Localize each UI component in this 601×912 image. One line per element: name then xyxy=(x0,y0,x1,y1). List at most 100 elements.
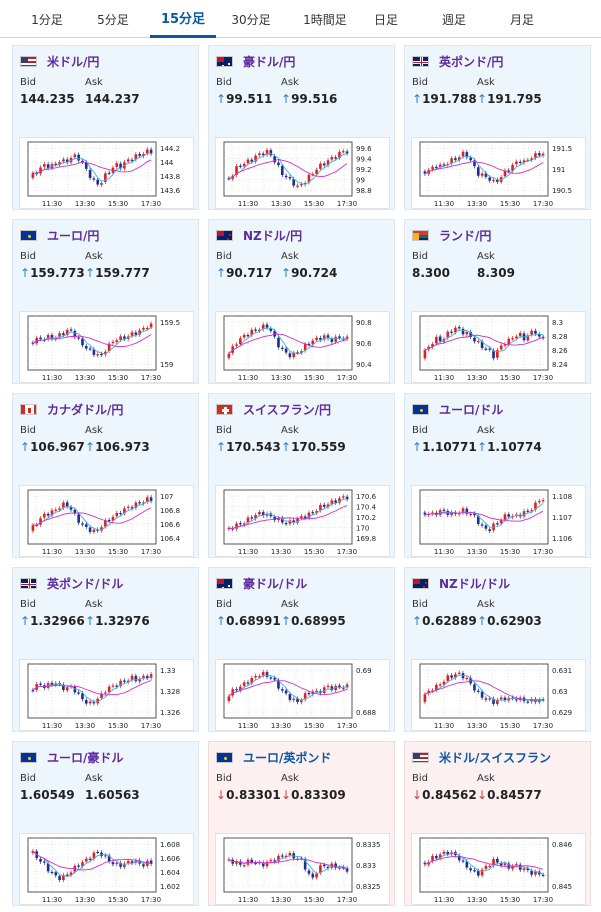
y-tick-label: 159 xyxy=(160,361,173,369)
pair-name[interactable]: ユーロ/英ポンド xyxy=(243,750,332,765)
pair-name[interactable]: ユーロ/円 xyxy=(47,228,100,243)
candlestick-chart[interactable]: 99.6 99.4 99.2 99 98.8 11:30 13:30 15:30 17:30 xyxy=(215,137,390,209)
pair-header[interactable]: ユーロ/ドル xyxy=(412,401,503,417)
x-tick-label: 11:30 xyxy=(238,722,258,730)
rate-card[interactable]: スイスフラン/円 Bid Ask ↑170.543 ↑170.559 170.6… xyxy=(208,393,395,558)
candle-body xyxy=(315,873,318,878)
candlestick-chart[interactable]: 144.2 144 143.8 143.6 11:30 13:30 15:30 17:30 xyxy=(19,137,194,209)
pair-header[interactable]: 豪ドル/円 xyxy=(216,53,295,69)
rate-card[interactable]: 英ポンド/ドル Bid Ask ↑1.32966 ↑1.32976 1.33 1.… xyxy=(12,567,199,732)
tab-daily[interactable]: 日足 xyxy=(373,12,398,27)
pair-name[interactable]: ユーロ/豪ドル xyxy=(47,750,124,765)
candlestick-chart[interactable]: 191.5 191 190.5 11:30 13:30 15:30 17:30 xyxy=(411,137,586,209)
candlestick-chart[interactable]: 90.8 90.6 90.4 11:30 13:30 15:30 17:30 xyxy=(215,311,390,383)
pair-header[interactable]: スイスフラン/円 xyxy=(216,401,331,417)
pair-name[interactable]: 英ポンド/ドル xyxy=(47,576,124,591)
tab-15min[interactable]: 15分足 xyxy=(150,0,216,38)
candlestick-chart[interactable]: 1.108 1.107 1.106 11:30 13:30 15:30 17:30 xyxy=(411,485,586,557)
candlestick-chart[interactable]: 0.69 0.688 11:30 13:30 15:30 17:30 xyxy=(215,659,390,731)
candlestick-chart[interactable]: 8.3 8.28 8.26 8.24 11:30 13:30 15:30 17:30 xyxy=(411,311,586,383)
pair-header[interactable]: ユーロ/豪ドル xyxy=(20,749,123,765)
candle-body xyxy=(488,865,492,868)
rate-card[interactable]: 英ポンド/円 Bid Ask ↑191.788 ↑191.795 191.5 19… xyxy=(404,45,591,210)
rate-card[interactable]: ランド/円 Bid Ask 8.300 8.309 8.3 8.28 8.26 8.2… xyxy=(404,219,591,384)
x-tick-label: 15:30 xyxy=(108,374,128,382)
candle-body xyxy=(254,515,257,519)
candle-body xyxy=(446,852,450,855)
tab-1hour[interactable]: 1時間足 xyxy=(303,12,347,27)
pair-name[interactable]: スイスフラン/円 xyxy=(243,402,332,417)
candle-body xyxy=(476,167,480,176)
rate-card[interactable]: ユーロ/ドル Bid Ask ↑1.10771 ↑1.10774 1.108 1.… xyxy=(404,393,591,558)
pair-header[interactable]: 米ドル/スイスフラン xyxy=(412,749,551,765)
rate-card[interactable]: ユーロ/豪ドル Bid Ask 1.60549 1.60563 1.608 1.6… xyxy=(12,741,199,906)
pair-name[interactable]: 米ドル/スイスフラン xyxy=(439,750,552,765)
pair-name[interactable]: NZドル/円 xyxy=(243,228,303,243)
pair-header[interactable]: カナダドル/円 xyxy=(20,401,123,417)
x-tick-label: 15:30 xyxy=(108,548,128,556)
candle-body xyxy=(541,874,545,877)
rate-card[interactable]: 豪ドル/ドル Bid Ask ↑0.68991 ↑0.68995 0.69 0.6… xyxy=(208,567,395,732)
pair-name[interactable]: ユーロ/ドル xyxy=(439,402,504,417)
candle-body xyxy=(488,348,492,350)
rate-card[interactable]: カナダドル/円 Bid Ask ↑106.967 ↑106.973 107 106… xyxy=(12,393,199,558)
rate-card[interactable]: ユーロ/英ポンド Bid Ask ↓0.83301 ↓0.83309 0.833… xyxy=(208,741,395,906)
ma-short-line xyxy=(32,500,152,531)
candle-body xyxy=(273,677,276,680)
pair-header[interactable]: 豪ドル/ドル xyxy=(216,575,307,591)
pair-header[interactable]: 英ポンド/円 xyxy=(412,53,503,69)
candle-body xyxy=(235,689,238,691)
x-tick-label: 17:30 xyxy=(141,548,161,556)
pair-name[interactable]: 英ポンド/円 xyxy=(439,54,504,69)
pair-name[interactable]: 豪ドル/ドル xyxy=(243,576,308,591)
rate-card[interactable]: NZドル/ドル Bid Ask ↑0.62889 ↑0.62903 0.631 0… xyxy=(404,567,591,732)
candlestick-chart[interactable]: 107 106.8 106.6 106.4 11:30 13:30 15:30 17:30 xyxy=(19,485,194,557)
pair-header[interactable]: ランド/円 xyxy=(412,227,491,243)
rate-card[interactable]: 米ドル/円 Bid Ask 144.235 144.237 144.2 144 14… xyxy=(12,45,199,210)
candle-body xyxy=(492,179,495,182)
pair-name[interactable]: NZドル/ドル xyxy=(439,576,511,591)
candle-body xyxy=(431,166,434,170)
candle-body xyxy=(84,346,88,349)
bid-label: Bid xyxy=(20,425,36,436)
bid-label: Bid xyxy=(20,251,36,262)
tab-weekly[interactable]: 週足 xyxy=(441,12,466,27)
bid-number: 159.773 xyxy=(30,266,85,280)
rate-card[interactable]: 豪ドル/円 Bid Ask ↑99.511 ↑99.516 99.6 99.4 99… xyxy=(208,45,395,210)
candlestick-chart[interactable]: 0.631 0.63 0.629 11:30 13:30 15:30 17:30 xyxy=(411,659,586,731)
candlestick-chart[interactable]: 0.846 0.845 11:30 13:30 15:30 17:30 xyxy=(411,833,586,905)
candle-body xyxy=(50,510,54,516)
candle-body xyxy=(457,672,461,674)
tab-monthly[interactable]: 月足 xyxy=(509,12,534,27)
pair-name[interactable]: ランド/円 xyxy=(439,228,492,243)
candle-body xyxy=(269,859,273,862)
candle-body xyxy=(499,520,503,524)
candlestick-chart[interactable]: 159.5 159 11:30 13:30 15:30 17:30 xyxy=(19,311,194,383)
candlestick-chart[interactable]: 170.6 170.4 170.2 170 169.8 11:30 13:30 15:30 17… xyxy=(215,485,390,557)
pair-name[interactable]: カナダドル/円 xyxy=(47,402,124,417)
pair-header[interactable]: 米ドル/円 xyxy=(20,53,99,69)
pair-header[interactable]: ユーロ/英ポンド xyxy=(216,749,331,765)
y-tick-label: 0.63 xyxy=(552,688,568,696)
tab-5min[interactable]: 5分足 xyxy=(97,12,129,27)
tab-1min[interactable]: 1分足 xyxy=(31,12,63,27)
pair-header[interactable]: NZドル/ドル xyxy=(412,575,510,591)
candlestick-chart[interactable]: 1.608 1.606 1.604 1.602 11:30 13:30 15:30 17:30 xyxy=(19,833,194,905)
bid-number: 170.543 xyxy=(226,440,281,454)
pair-name[interactable]: 豪ドル/円 xyxy=(243,54,296,69)
candle-body xyxy=(43,861,46,863)
pair-name[interactable]: 米ドル/円 xyxy=(47,54,100,69)
candle-body xyxy=(73,686,77,693)
candle-body xyxy=(123,508,126,514)
candlestick-chart[interactable]: 0.8335 0.833 0.8325 11:30 13:30 15:30 17:30 xyxy=(215,833,390,905)
pair-header[interactable]: ユーロ/円 xyxy=(20,227,99,243)
rate-card[interactable]: ユーロ/円 Bid Ask ↑159.773 ↑159.777 159.5 159… xyxy=(12,219,199,384)
rate-card[interactable]: NZドル/円 Bid Ask ↑90.717 ↑90.724 90.8 90.6 9… xyxy=(208,219,395,384)
pair-header[interactable]: NZドル/円 xyxy=(216,227,302,243)
candle-body xyxy=(100,693,103,698)
candlestick-chart[interactable]: 1.33 1.328 1.326 11:30 13:30 15:30 17:30 xyxy=(19,659,194,731)
rate-card[interactable]: 米ドル/スイスフラン Bid Ask ↓0.84562 ↓0.84577 0.8… xyxy=(404,741,591,906)
candle-body xyxy=(81,862,84,867)
tab-30min[interactable]: 30分足 xyxy=(231,12,271,27)
pair-header[interactable]: 英ポンド/ドル xyxy=(20,575,123,591)
